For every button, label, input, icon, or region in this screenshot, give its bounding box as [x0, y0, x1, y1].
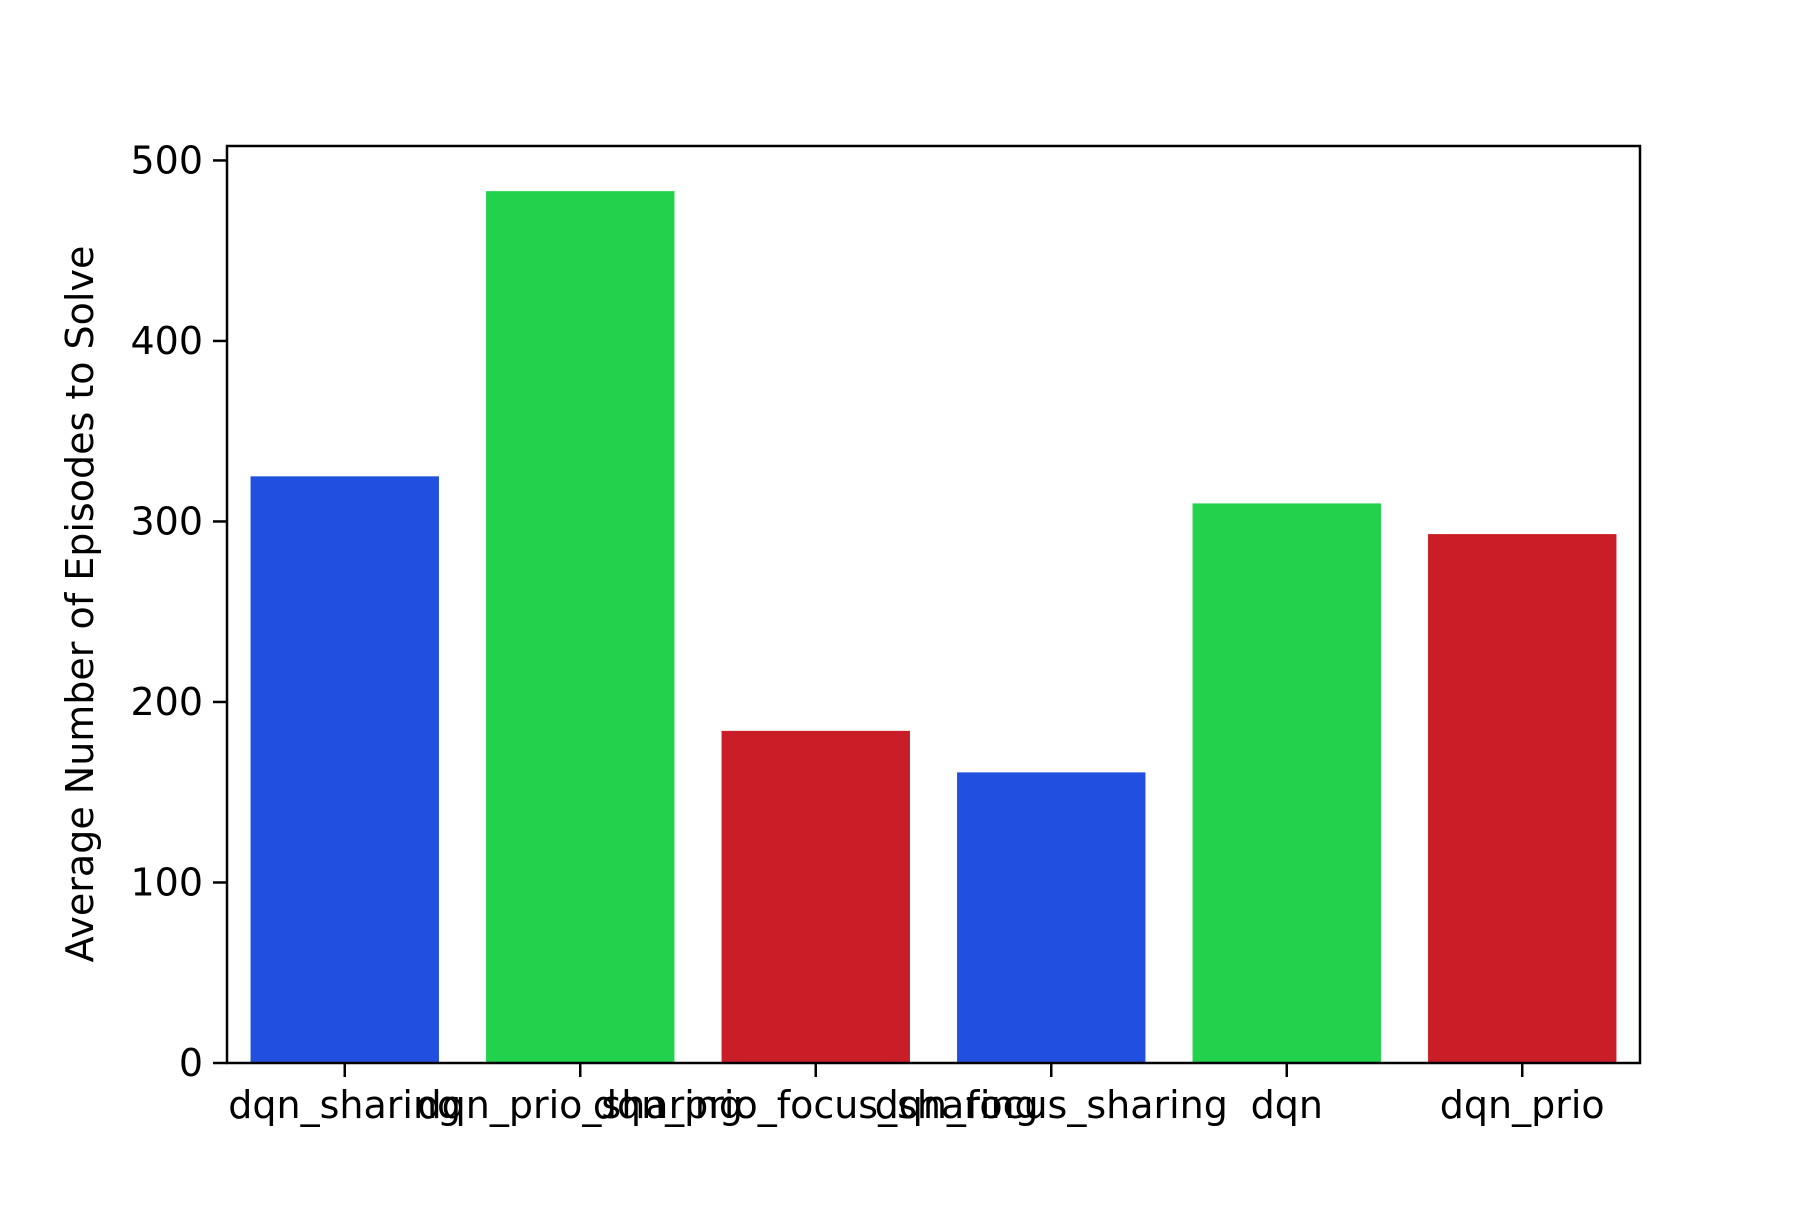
bar-dqn_prio_focus_sharing	[721, 730, 910, 1063]
y-tick-label: 500	[130, 138, 203, 182]
y-tick-label: 400	[130, 319, 203, 363]
y-axis: 0 100 200 300 400 500	[130, 138, 227, 1085]
x-tick-label: dqn	[1251, 1083, 1323, 1127]
y-tick-label: 0	[179, 1041, 203, 1085]
plot-frame	[225, 144, 1642, 1065]
bar-dqn	[1192, 503, 1381, 1063]
bar-dqn_focus_sharing	[957, 772, 1146, 1063]
bars-group	[250, 191, 1617, 1064]
x-axis: dqn_sharingdqn_prio_sharingdqn_prio_focu…	[228, 1063, 1605, 1127]
y-tick-label: 100	[130, 860, 203, 904]
y-tick-label: 300	[130, 499, 203, 543]
x-tick-label: dqn_prio	[1440, 1083, 1605, 1127]
x-tick-label: dqn_sharing	[228, 1083, 461, 1127]
bar-dqn_sharing	[250, 476, 439, 1063]
x-tick-label: dqn_focus_sharing	[875, 1083, 1228, 1127]
bar-dqn_prio_sharing	[486, 191, 675, 1064]
x-tick-label: dqn_prio_focus_sharing	[593, 1083, 1039, 1127]
x-tick-label: dqn_prio_sharing	[418, 1083, 743, 1127]
bar-dqn_prio	[1428, 534, 1617, 1063]
y-axis-title: Average Number of Episodes to Solve	[58, 246, 102, 963]
y-tick-label: 200	[130, 680, 203, 724]
